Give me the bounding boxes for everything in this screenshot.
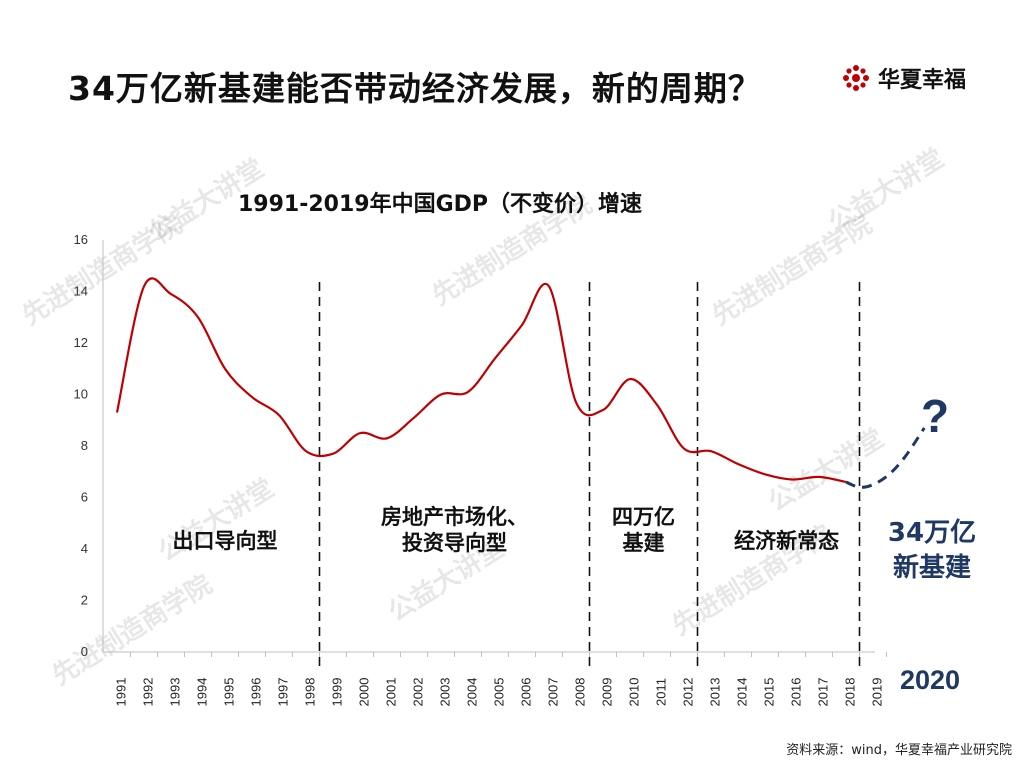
x-tick-label: 2005 [491, 678, 506, 707]
x-tick-label: 1997 [275, 678, 290, 707]
x-tick-label: 2013 [707, 678, 722, 707]
y-tick-label: 12 [74, 335, 88, 350]
logo-text: 华夏幸福 [878, 68, 967, 93]
x-tick-label: 2010 [626, 678, 641, 707]
y-tick-label: 10 [74, 387, 88, 402]
x-tick-label: 2004 [464, 678, 479, 707]
x-tick-label: 1996 [248, 678, 263, 707]
question-mark-annotation: ? [921, 390, 949, 442]
y-tick-label: 6 [81, 490, 88, 505]
y-tick-label: 0 [81, 644, 88, 659]
x-tick-label: 2016 [788, 678, 803, 707]
period-label: 经济新常态 [734, 529, 839, 553]
forecast-series-line [845, 427, 926, 489]
x-tick-label: 2007 [545, 678, 560, 707]
y-tick-label: 8 [81, 438, 88, 453]
flower-logo-icon [843, 65, 869, 91]
x-tick-label: 2018 [842, 678, 857, 707]
x-tick-label: 2014 [734, 678, 749, 707]
new-infra-annotation: 34万亿 [888, 518, 976, 548]
chart-title: 1991-2019年中国GDP（不变价）增速 [238, 192, 643, 217]
x-tick-label: 1993 [167, 678, 182, 707]
slide-title: 34万亿新基建能否带动经济发展，新的周期？ [68, 69, 762, 108]
gdp-series-line [115, 277, 847, 484]
x-tick-label: 2003 [437, 678, 452, 707]
x-tick-label: 2008 [572, 678, 587, 707]
x-tick-label: 1991 [113, 678, 128, 707]
new-infra-annotation: 新基建 [893, 552, 971, 583]
period-label: 房地产市场化、 [381, 505, 528, 529]
x-tick-label: 1999 [329, 678, 344, 707]
period-label: 出口导向型 [173, 529, 278, 553]
period-label: 四万亿 [612, 505, 675, 529]
x-tick-label: 2015 [761, 678, 776, 707]
period-label: 投资导向型 [402, 531, 507, 555]
x-tick-label: 2011 [653, 678, 668, 706]
x-tick-label: 2019 [869, 678, 884, 707]
x-tick-label: 2000 [356, 678, 371, 707]
period-label: 基建 [623, 531, 665, 555]
x-tick-label: 2012 [680, 678, 695, 707]
x-tick-label: 2001 [383, 678, 398, 707]
year-2020-annotation: 2020 [900, 665, 960, 695]
y-tick-label: 16 [74, 232, 88, 247]
brand-logo: 华夏幸福 [842, 62, 966, 94]
x-tick-label: 2009 [599, 678, 614, 707]
x-tick-label: 1994 [194, 678, 209, 707]
y-tick-label: 2 [81, 593, 88, 608]
x-tick-label: 2006 [518, 678, 533, 707]
x-tick-label: 1998 [302, 678, 317, 707]
x-tick-label: 1992 [140, 678, 155, 707]
y-tick-label: 4 [81, 541, 88, 556]
source-note: 资料来源：wind，华夏幸福产业研究院 [786, 743, 1012, 758]
x-tick-label: 2002 [410, 678, 425, 707]
x-tick-label: 2017 [815, 678, 830, 707]
y-tick-label: 14 [74, 284, 88, 299]
x-tick-label: 1995 [221, 678, 236, 707]
